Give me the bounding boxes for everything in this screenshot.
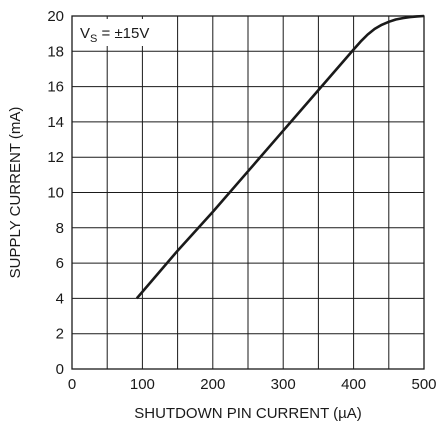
y-tick-label: 14: [47, 114, 64, 131]
y-tick-label: 4: [56, 290, 64, 307]
annotation-background: [75, 19, 177, 46]
x-tick-label: 100: [130, 376, 155, 393]
grid: [72, 16, 424, 369]
x-axis-label: SHUTDOWN PIN CURRENT (µA): [134, 405, 362, 422]
annotation-box: VS = ±15V: [75, 19, 177, 46]
y-tick-label: 18: [47, 43, 64, 60]
x-tick-label: 400: [341, 376, 366, 393]
y-tick-label: 20: [47, 8, 64, 25]
x-tick-label: 0: [68, 376, 76, 393]
y-tick-label: 16: [47, 79, 64, 96]
y-tick-label: 8: [56, 220, 64, 237]
x-tick-label: 500: [411, 376, 436, 393]
y-tick-label: 12: [47, 149, 64, 166]
annotation-subscript: S: [90, 33, 97, 45]
series-line: [135, 14, 425, 300]
series-layer: [135, 14, 425, 300]
y-tick-label: 0: [56, 361, 64, 378]
x-tick-label: 300: [271, 376, 296, 393]
y-tick-label: 2: [56, 326, 64, 343]
y-tick-label: 6: [56, 255, 64, 272]
tick-labels: 0 100 200 300 400 500 0 2 4 6 8 10 12 14 16 18 20: [47, 8, 436, 393]
annotation-prefix: V: [80, 25, 90, 42]
annotation-suffix: = ±15V: [97, 25, 149, 42]
y-tick-label: 10: [47, 185, 64, 202]
y-axis-label: SUPPLY CURRENT (mA): [7, 107, 24, 279]
x-tick-label: 200: [200, 376, 225, 393]
plot-frame: [71, 15, 425, 370]
annotation-label: VS = ±15V: [80, 25, 149, 45]
